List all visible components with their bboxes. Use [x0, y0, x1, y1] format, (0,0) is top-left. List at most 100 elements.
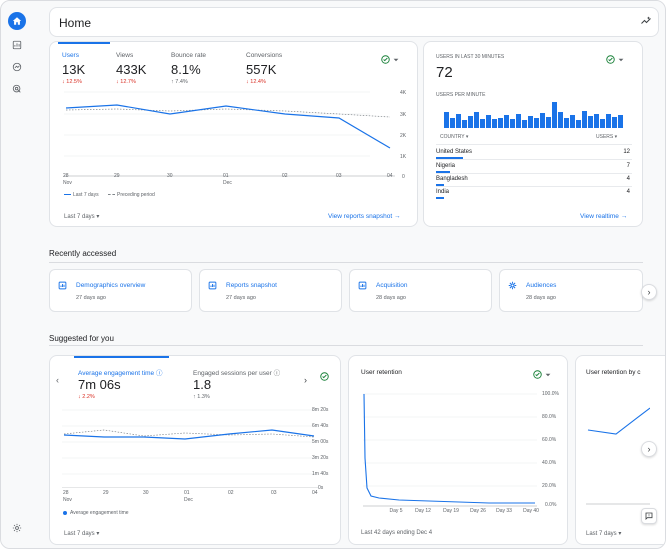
date-range-selector[interactable]: Last 7 days ▾: [64, 213, 99, 220]
x-tick-label: 02: [282, 173, 288, 179]
nav-rail: [1, 1, 33, 548]
chevron-right-icon[interactable]: ›: [641, 284, 657, 300]
country-name: Bangladesh: [436, 176, 468, 182]
retention-cohort-chart: [586, 407, 650, 505]
metric-value-conversions: 557K: [246, 62, 277, 77]
chevron-right-icon[interactable]: ›: [304, 375, 307, 385]
feedback-icon[interactable]: [641, 508, 657, 524]
home-icon[interactable]: [8, 12, 26, 30]
recent-item-time: 28 days ago: [526, 295, 556, 301]
y-tick-label: 2K: [400, 133, 407, 139]
realtime-value: 72: [436, 64, 453, 81]
metric-value-views: 433K: [116, 62, 147, 77]
recent-item-time: 27 days ago: [76, 295, 106, 301]
metric-label-engaged-sessions[interactable]: Engaged sessions per user ⓘ: [193, 367, 280, 377]
metric-value-avg-engagement: 7m 06s: [78, 377, 121, 392]
legend-swatch-current: [64, 194, 71, 196]
y-tick-label: 100.0%: [542, 391, 559, 397]
row-divider: [436, 186, 632, 187]
metric-change-conversions: ↓ 12.4%: [246, 79, 266, 85]
x-tick-month: Nov: [63, 497, 72, 503]
view-reports-snapshot-link[interactable]: View reports snapshot →: [328, 213, 401, 220]
metric-label-conversions[interactable]: Conversions: [246, 52, 283, 59]
recent-item-name: Acquisition: [376, 282, 408, 289]
x-tick-label: Day 40: [523, 508, 539, 514]
y-tick-label: 0.0%: [545, 502, 557, 508]
date-range-label: Last 7 days: [586, 531, 617, 537]
recent-item[interactable]: Demographics overview 27 days ago: [49, 269, 192, 312]
preceding-period-line: [63, 429, 315, 438]
metric-change-avg-engagement: ↓ 2.2%: [78, 394, 95, 400]
data-quality-check-icon[interactable]: [381, 54, 403, 65]
view-realtime-label: View realtime: [580, 213, 619, 220]
legend-swatch-previous: [108, 194, 115, 195]
realtime-title: USERS IN LAST 30 MINUTES: [436, 54, 505, 60]
users-column-header[interactable]: USERS ▾: [596, 134, 618, 140]
x-tick-label: 03: [336, 173, 342, 179]
legend-current: Last 7 days: [73, 192, 99, 198]
legend-previous: Preceding period: [117, 192, 155, 198]
view-realtime-link[interactable]: View realtime →: [580, 213, 627, 220]
last-7-days-line: [65, 104, 391, 149]
report-icon: [208, 281, 217, 292]
realtime-card: USERS IN LAST 30 MINUTES 72 USERS PER MI…: [423, 41, 643, 227]
y-tick-label: 60.0%: [542, 437, 557, 443]
realtime-check-icon[interactable]: [606, 54, 628, 65]
date-range-selector[interactable]: Last 7 days ▾: [586, 530, 621, 537]
recent-item-name: Demographics overview: [76, 282, 146, 289]
recent-item-time: 28 days ago: [376, 295, 406, 301]
recent-item[interactable]: Reports snapshot 27 days ago: [199, 269, 342, 312]
x-tick-label: Day 5: [389, 508, 403, 514]
country-share-bar: [436, 184, 445, 186]
retention-line: [363, 393, 535, 504]
y-tick-label: 5m 00s: [312, 439, 329, 445]
date-range-selector[interactable]: Last 7 days ▾: [64, 530, 99, 537]
metric-value-users: 13K: [62, 62, 86, 77]
x-tick-label: 04: [387, 173, 393, 179]
users-column-label: USERS: [596, 134, 614, 140]
retention-footer: Last 42 days ending Dec 4: [361, 530, 433, 536]
recent-item[interactable]: Audiences 28 days ago: [499, 269, 643, 312]
metric-label-users[interactable]: Users: [62, 52, 79, 59]
y-tick-label: 1m 40s: [312, 471, 329, 477]
country-column-header[interactable]: COUNTRY ▾: [440, 134, 469, 140]
engagement-check-icon[interactable]: [320, 371, 342, 382]
metric-label-avg-engagement[interactable]: Average engagement time ⓘ: [78, 367, 162, 377]
legend-swatch: [63, 511, 67, 515]
chevron-down-icon: ▾: [96, 214, 100, 220]
explore-icon[interactable]: [8, 58, 26, 76]
retention-title: User retention: [361, 369, 402, 376]
chevron-down-icon: ▾: [618, 531, 622, 537]
view-reports-snapshot-label: View reports snapshot: [328, 213, 393, 220]
x-tick-label: 28: [63, 173, 69, 179]
country-column-label: COUNTRY: [440, 134, 465, 140]
recent-item-name: Audiences: [526, 282, 557, 289]
chevron-right-icon[interactable]: ›: [641, 441, 657, 457]
recent-item[interactable]: Acquisition 28 days ago: [349, 269, 492, 312]
date-range-label: Last 7 days: [64, 531, 95, 537]
legend-label: Average engagement time: [70, 510, 129, 516]
settings-icon[interactable]: [8, 519, 26, 537]
metric-change-engaged-sessions: ↑ 1.3%: [193, 394, 210, 400]
reports-icon[interactable]: [8, 36, 26, 54]
insights-icon[interactable]: [640, 15, 652, 29]
retention-check-icon[interactable]: [533, 369, 555, 380]
country-users: 4: [626, 189, 630, 195]
metric-label-views[interactable]: Views: [116, 52, 134, 59]
y-tick-label: 1K: [400, 154, 407, 160]
country-name: Nigeria: [436, 163, 456, 169]
chevron-left-icon[interactable]: ‹: [56, 375, 59, 385]
metric-label-bounce-rate[interactable]: Bounce rate: [171, 52, 207, 59]
arrow-right-icon: →: [620, 213, 628, 220]
x-tick-label: 02: [228, 490, 234, 496]
x-tick-label: 29: [103, 490, 109, 496]
advertising-icon[interactable]: [8, 80, 26, 98]
engagement-card: ‹ Average engagement time ⓘ 7m 06s ↓ 2.2…: [49, 355, 341, 545]
country-name: India: [436, 189, 450, 195]
help-icon: ⓘ: [273, 370, 281, 377]
engaged-sessions-label: Engaged sessions per user: [193, 370, 272, 377]
metric-value-engaged-sessions: 1.8: [193, 377, 212, 392]
active-metric-indicator: [74, 356, 169, 358]
page-header: Home: [49, 7, 659, 37]
recently-accessed-title: Recently accessed: [49, 249, 117, 258]
